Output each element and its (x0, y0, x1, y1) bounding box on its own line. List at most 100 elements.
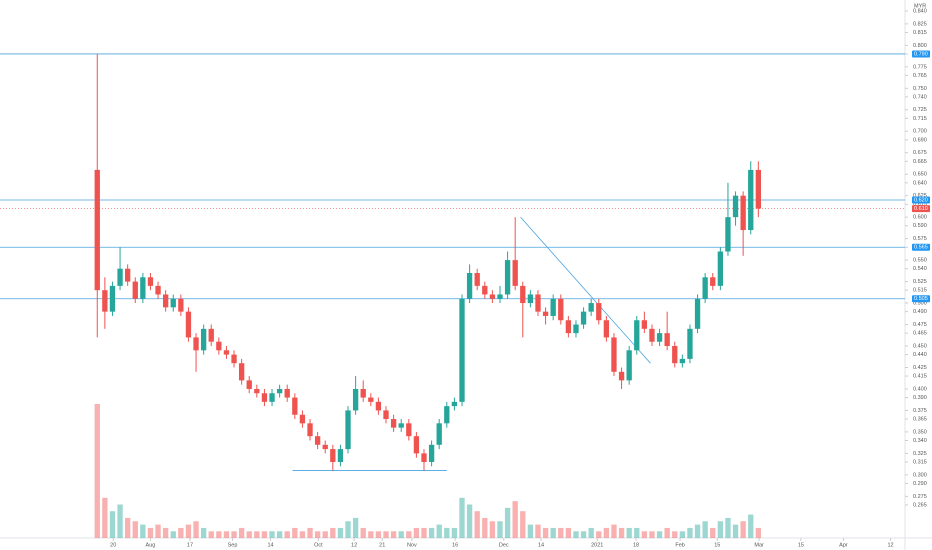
volume-bar (117, 504, 123, 538)
volume-bar (679, 531, 686, 538)
candle-body (276, 388, 283, 394)
y-tick-label: 0.290 (913, 481, 927, 487)
currency-label: MYR (914, 3, 926, 9)
volume-bar (748, 514, 754, 538)
level-label: 0.790 (914, 51, 928, 57)
candle-body (687, 328, 693, 359)
volume-bar (292, 527, 298, 538)
candle-body (520, 285, 526, 304)
volume-bar (368, 531, 374, 538)
volume-bar (307, 527, 313, 538)
volume-bar (413, 527, 420, 538)
candle-body (155, 285, 161, 295)
candle-body (322, 444, 328, 450)
candle-body (352, 388, 359, 411)
candle-body (588, 303, 594, 312)
volume-bar (672, 531, 678, 538)
volume-bar (694, 524, 701, 538)
volume-bar (717, 521, 724, 538)
y-tick-label: 0.315 (913, 459, 927, 465)
volume-bar (185, 524, 192, 538)
candle-body (368, 397, 374, 402)
candle-body (390, 419, 397, 428)
volume-bar (299, 531, 306, 538)
volume-bar (94, 404, 100, 538)
candle-body (474, 272, 480, 286)
candle-body (383, 410, 389, 420)
x-tick-label: 2021 (591, 542, 603, 548)
level-label-box (912, 243, 930, 251)
volume-bar (656, 531, 663, 538)
y-tick-label: 0.465 (913, 331, 927, 337)
y-tick-label: 0.390 (913, 395, 927, 401)
volume-bar (147, 527, 154, 538)
candle-body (375, 401, 382, 411)
candle-body (238, 363, 245, 381)
candle-body (360, 388, 366, 398)
volume-bar (109, 511, 116, 538)
candle-body (193, 337, 199, 351)
volume-bar (352, 517, 359, 538)
x-tick-label: 20 (110, 542, 116, 548)
candle-body (200, 328, 207, 351)
y-tick-label: 0.715 (913, 116, 927, 122)
volume-bar (618, 527, 625, 538)
y-tick-label: 0.840 (913, 8, 927, 14)
volume-bar (200, 527, 207, 538)
volume-bar (254, 531, 260, 538)
candle-body (626, 350, 632, 381)
volume-bar (649, 531, 655, 538)
volume-bar (193, 521, 199, 538)
volume-bar (740, 521, 746, 538)
y-tick-label: 0.740 (913, 94, 927, 100)
candle-body (132, 281, 138, 299)
y-tick-label: 0.400 (913, 386, 927, 392)
candle-body (246, 380, 252, 389)
candle-body (345, 410, 351, 450)
volume-bar (444, 527, 450, 538)
x-tick-label: 12 (888, 542, 894, 548)
candle-body (634, 320, 640, 351)
volume-bar (664, 527, 670, 538)
volume-bar (322, 531, 328, 538)
candle-body (428, 444, 435, 462)
y-tick-label: 0.325 (913, 451, 927, 457)
candle-body (725, 217, 731, 252)
candle-body (732, 195, 739, 218)
y-tick-label: 0.365 (913, 416, 927, 422)
candle-body (140, 277, 146, 299)
volume-bar (687, 527, 693, 538)
candle-body (292, 397, 298, 415)
volume-bar (755, 527, 762, 538)
y-tick-label: 0.450 (913, 343, 927, 349)
volume-bar (451, 527, 458, 538)
y-tick-label: 0.375 (913, 408, 927, 414)
candle-body (740, 195, 746, 231)
candle-body (603, 320, 610, 338)
candle-body (656, 333, 663, 342)
candle-body (269, 393, 275, 402)
volume-bar (611, 524, 617, 538)
candle-body (550, 298, 556, 316)
x-tick-label: Sep (228, 542, 238, 548)
level-label: 0.505 (914, 296, 928, 302)
volume-bar (702, 521, 708, 538)
candle-body (421, 453, 427, 462)
x-tick-label: Nov (407, 542, 417, 548)
candle-body (413, 436, 420, 454)
volume-bar (497, 521, 503, 538)
x-tick-label: 18 (633, 542, 639, 548)
volume-bar (314, 531, 321, 538)
level-label: 0.620 (914, 197, 928, 203)
candle-body (527, 294, 534, 304)
y-tick-label: 0.690 (913, 137, 927, 143)
volume-bar (261, 531, 268, 538)
x-tick-label: 17 (187, 542, 193, 548)
x-tick-label: 14 (538, 542, 544, 548)
volume-bar (588, 527, 594, 538)
candle-body (565, 320, 572, 334)
y-tick-label: 0.490 (913, 309, 927, 315)
